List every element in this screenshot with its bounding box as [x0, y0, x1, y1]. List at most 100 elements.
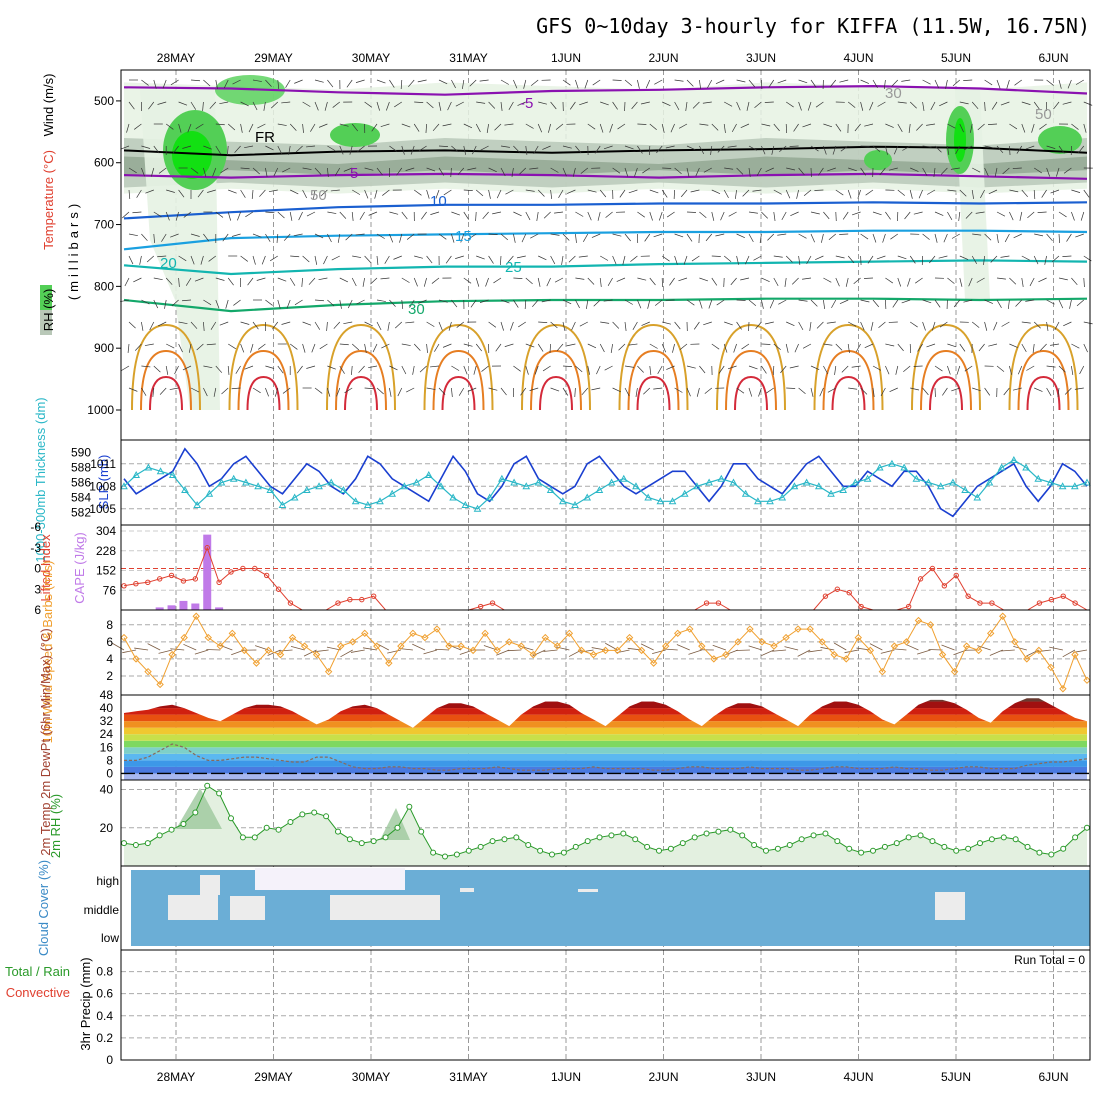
wind-barb	[740, 123, 750, 128]
wind-barb	[500, 101, 503, 111]
wind-ytick-label: 8	[106, 618, 113, 632]
wind-barb	[550, 167, 559, 173]
wind-barb	[562, 145, 572, 149]
wind-barb	[918, 189, 923, 199]
wind-barb	[381, 343, 390, 349]
wind-barb	[959, 101, 969, 105]
precip-legend-convective: Convective	[6, 985, 70, 1000]
wind-barb	[263, 101, 266, 111]
wind-barb	[520, 387, 527, 396]
thickness-point	[217, 478, 226, 486]
wind-barb	[1041, 189, 1047, 198]
upper-ytick-label: 700	[94, 218, 114, 232]
wind-barb	[252, 79, 262, 82]
wind-barb-10m	[989, 649, 1003, 656]
wind-barb	[1063, 321, 1072, 327]
wind-barb	[430, 211, 440, 215]
wind-barb	[546, 277, 551, 287]
wind-barb	[715, 79, 725, 84]
wind-barb	[610, 343, 613, 353]
wind-barb	[451, 211, 460, 216]
wind-barb	[789, 365, 799, 369]
wind-barb	[934, 233, 938, 243]
wind-barb	[128, 101, 135, 110]
wind-barb	[971, 255, 978, 264]
rh-point	[311, 809, 318, 816]
wind-barb-10m	[122, 649, 137, 654]
wind-barb	[438, 233, 447, 240]
warm-contour	[831, 375, 866, 411]
rh-peak-fill	[176, 788, 222, 829]
contour-label: 15	[455, 228, 472, 245]
wind-barb	[426, 101, 434, 109]
wind-barb-10m	[772, 649, 787, 652]
cape-ytick-label: 76	[103, 583, 117, 597]
warm-contour	[432, 349, 485, 411]
warm-contour	[920, 349, 972, 411]
wind-barb	[463, 145, 467, 155]
wind-barb	[1067, 79, 1072, 89]
wind-speed-point	[577, 646, 586, 655]
wind-barb	[1077, 145, 1085, 154]
wind-speed-point	[601, 646, 610, 655]
wind-barb	[600, 255, 609, 261]
wind-barb	[153, 365, 161, 373]
wind-speed-point	[349, 638, 357, 646]
wind-barb	[736, 101, 741, 111]
wind-speed-line	[123, 615, 1088, 690]
panel-frame-precip	[120, 949, 1091, 1061]
wind-barb	[785, 255, 793, 263]
wind-barb	[971, 321, 980, 328]
wind-barb	[479, 299, 489, 303]
wind-barb	[723, 255, 732, 263]
wind-barb	[909, 255, 916, 264]
wind-barb	[426, 167, 436, 172]
rh-point	[703, 830, 710, 837]
wind-barb	[212, 167, 217, 177]
wind-barb	[1062, 101, 1072, 105]
wind-barb	[495, 343, 502, 352]
wind-barb	[532, 299, 539, 308]
wind-barb	[1058, 299, 1064, 309]
warm-contour	[636, 375, 671, 411]
wind-barb	[897, 255, 907, 260]
wind-barb	[724, 101, 733, 107]
thickness-ytick-label: 584	[71, 491, 91, 505]
wind-barb	[940, 167, 948, 175]
wind-barb	[235, 365, 241, 374]
wind-barb-10m	[1000, 649, 1015, 652]
wind-barb	[554, 277, 564, 283]
temp-ytick-label: 40	[100, 701, 114, 715]
wind-barb	[364, 167, 374, 171]
wind-speed-point	[216, 642, 225, 650]
thickness-point	[680, 489, 689, 497]
temp-color-band	[124, 760, 1087, 767]
wind-barb	[476, 255, 485, 260]
wind-barb	[493, 277, 502, 284]
thickness-point	[120, 482, 128, 490]
wind-speed-point	[637, 646, 646, 655]
wind-barb	[492, 211, 502, 215]
wind-barb	[988, 343, 998, 347]
lifted-index-point	[252, 565, 258, 572]
thickness-point	[1022, 463, 1030, 471]
wind-barb	[310, 123, 316, 132]
wind-barb	[926, 343, 936, 348]
wind-barb	[405, 321, 415, 324]
wind-barb	[575, 211, 584, 217]
wind-barb	[669, 277, 675, 286]
wind-barb	[834, 365, 837, 375]
wind-barb	[889, 387, 898, 392]
wind-barb	[748, 365, 758, 370]
wind-barb	[455, 255, 464, 259]
wind-barb-10m	[844, 649, 859, 654]
precip-ytick-label: 0.8	[96, 965, 113, 979]
wind-barb	[513, 365, 521, 372]
wind-barb	[548, 123, 551, 133]
wind-barb	[394, 321, 403, 329]
wind-barb	[572, 167, 576, 177]
wind-barb-10m	[676, 644, 690, 651]
wind-barb	[1039, 123, 1047, 130]
wind-barb	[779, 145, 787, 153]
wind-barb	[662, 321, 672, 325]
